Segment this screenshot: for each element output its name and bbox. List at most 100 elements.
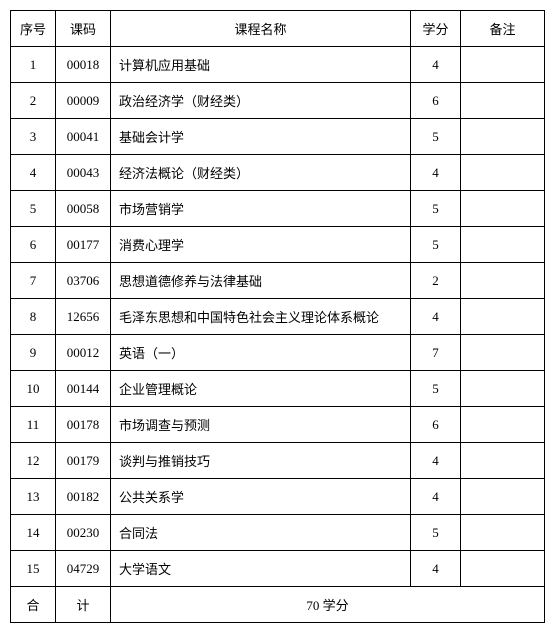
- cell-name: 市场营销学: [111, 191, 411, 227]
- cell-name: 政治经济学（财经类）: [111, 83, 411, 119]
- cell-seq: 2: [11, 83, 56, 119]
- cell-seq: 7: [11, 263, 56, 299]
- cell-credit: 4: [411, 551, 461, 587]
- cell-note: [461, 443, 545, 479]
- table-row: 200009政治经济学（财经类）6: [11, 83, 545, 119]
- table-row: 1504729大学语文4: [11, 551, 545, 587]
- cell-credit: 7: [411, 335, 461, 371]
- cell-code: 00058: [56, 191, 111, 227]
- table-row: 500058市场营销学5: [11, 191, 545, 227]
- cell-note: [461, 371, 545, 407]
- table-row: 300041基础会计学5: [11, 119, 545, 155]
- cell-name: 毛泽东思想和中国特色社会主义理论体系概论: [111, 299, 411, 335]
- cell-code: 00230: [56, 515, 111, 551]
- footer-total-value: 70 学分: [111, 587, 545, 623]
- cell-note: [461, 515, 545, 551]
- cell-name: 大学语文: [111, 551, 411, 587]
- cell-seq: 10: [11, 371, 56, 407]
- cell-credit: 6: [411, 407, 461, 443]
- table-row: 900012英语（一）7: [11, 335, 545, 371]
- cell-credit: 6: [411, 83, 461, 119]
- cell-code: 00179: [56, 443, 111, 479]
- cell-code: 00009: [56, 83, 111, 119]
- table-row: 1100178市场调查与预测6: [11, 407, 545, 443]
- cell-name: 经济法概论（财经类）: [111, 155, 411, 191]
- cell-note: [461, 155, 545, 191]
- table-row: 600177消费心理学5: [11, 227, 545, 263]
- cell-code: 04729: [56, 551, 111, 587]
- table-header-row: 序号 课码 课程名称 学分 备注: [11, 11, 545, 47]
- cell-name: 英语（一）: [111, 335, 411, 371]
- cell-code: 00178: [56, 407, 111, 443]
- cell-note: [461, 119, 545, 155]
- cell-seq: 3: [11, 119, 56, 155]
- cell-name: 思想道德修养与法律基础: [111, 263, 411, 299]
- cell-credit: 2: [411, 263, 461, 299]
- cell-credit: 4: [411, 155, 461, 191]
- cell-credit: 4: [411, 479, 461, 515]
- cell-note: [461, 551, 545, 587]
- cell-note: [461, 227, 545, 263]
- cell-credit: 4: [411, 47, 461, 83]
- cell-seq: 15: [11, 551, 56, 587]
- cell-credit: 5: [411, 371, 461, 407]
- cell-code: 00041: [56, 119, 111, 155]
- cell-name: 谈判与推销技巧: [111, 443, 411, 479]
- table-body: 100018计算机应用基础4200009政治经济学（财经类）6300041基础会…: [11, 47, 545, 587]
- cell-name: 计算机应用基础: [111, 47, 411, 83]
- cell-note: [461, 263, 545, 299]
- table-row: 703706思想道德修养与法律基础2: [11, 263, 545, 299]
- cell-code: 00177: [56, 227, 111, 263]
- cell-code: 00182: [56, 479, 111, 515]
- cell-note: [461, 479, 545, 515]
- cell-name: 合同法: [111, 515, 411, 551]
- cell-seq: 4: [11, 155, 56, 191]
- cell-code: 00018: [56, 47, 111, 83]
- footer-total-label-1: 合: [11, 587, 56, 623]
- cell-code: 12656: [56, 299, 111, 335]
- cell-seq: 5: [11, 191, 56, 227]
- table-row: 1300182公共关系学4: [11, 479, 545, 515]
- cell-seq: 9: [11, 335, 56, 371]
- table-footer-row: 合 计 70 学分: [11, 587, 545, 623]
- header-code: 课码: [56, 11, 111, 47]
- table-row: 400043经济法概论（财经类）4: [11, 155, 545, 191]
- header-name: 课程名称: [111, 11, 411, 47]
- table-row: 1400230合同法5: [11, 515, 545, 551]
- cell-name: 公共关系学: [111, 479, 411, 515]
- footer-total-label-2: 计: [56, 587, 111, 623]
- header-note: 备注: [461, 11, 545, 47]
- cell-note: [461, 335, 545, 371]
- cell-credit: 4: [411, 443, 461, 479]
- cell-code: 00144: [56, 371, 111, 407]
- cell-code: 03706: [56, 263, 111, 299]
- cell-credit: 5: [411, 191, 461, 227]
- cell-seq: 11: [11, 407, 56, 443]
- header-seq: 序号: [11, 11, 56, 47]
- header-credit: 学分: [411, 11, 461, 47]
- cell-credit: 5: [411, 119, 461, 155]
- cell-credit: 4: [411, 299, 461, 335]
- cell-seq: 6: [11, 227, 56, 263]
- cell-note: [461, 191, 545, 227]
- cell-seq: 12: [11, 443, 56, 479]
- cell-note: [461, 299, 545, 335]
- cell-name: 市场调查与预测: [111, 407, 411, 443]
- course-table: 序号 课码 课程名称 学分 备注 100018计算机应用基础4200009政治经…: [10, 10, 545, 623]
- table-row: 1200179谈判与推销技巧4: [11, 443, 545, 479]
- cell-name: 消费心理学: [111, 227, 411, 263]
- cell-credit: 5: [411, 515, 461, 551]
- cell-seq: 13: [11, 479, 56, 515]
- cell-seq: 14: [11, 515, 56, 551]
- cell-note: [461, 83, 545, 119]
- cell-code: 00043: [56, 155, 111, 191]
- table-row: 812656毛泽东思想和中国特色社会主义理论体系概论4: [11, 299, 545, 335]
- cell-name: 企业管理概论: [111, 371, 411, 407]
- cell-name: 基础会计学: [111, 119, 411, 155]
- table-row: 100018计算机应用基础4: [11, 47, 545, 83]
- cell-seq: 8: [11, 299, 56, 335]
- table-row: 1000144企业管理概论5: [11, 371, 545, 407]
- cell-note: [461, 47, 545, 83]
- cell-code: 00012: [56, 335, 111, 371]
- cell-note: [461, 407, 545, 443]
